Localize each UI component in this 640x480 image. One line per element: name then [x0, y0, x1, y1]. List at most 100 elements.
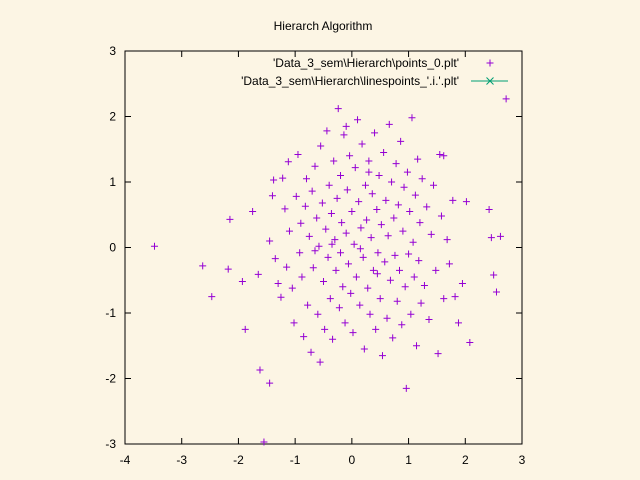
y-axis-ticks: -3 -2 -1 0 1 2 3 — [105, 44, 522, 451]
data-point — [373, 270, 381, 278]
data-point — [416, 219, 424, 227]
data-point — [266, 237, 274, 245]
data-point — [284, 158, 292, 166]
data-point — [409, 238, 417, 246]
data-point — [434, 350, 442, 358]
data-point — [325, 181, 333, 189]
data-point — [320, 278, 327, 286]
data-point — [437, 212, 445, 220]
data-point — [402, 384, 410, 392]
data-point — [381, 258, 389, 266]
data-point — [355, 198, 363, 206]
data-point — [315, 242, 323, 250]
data-point — [462, 198, 470, 206]
data-point — [399, 227, 407, 235]
x-tick-label: -3 — [176, 453, 187, 467]
data-point — [367, 234, 375, 242]
data-point — [377, 221, 385, 229]
data-point — [290, 319, 298, 327]
plot-frame — [124, 50, 523, 445]
data-point — [391, 251, 399, 259]
data-point — [430, 181, 438, 189]
chart-title: Hierarch Algorithm — [274, 19, 373, 33]
data-point — [334, 105, 342, 113]
data-point — [317, 142, 325, 150]
data-point — [384, 232, 392, 240]
data-point — [432, 266, 440, 274]
y-tick-label: -1 — [105, 306, 116, 320]
data-point — [328, 240, 336, 248]
data-point — [386, 276, 394, 284]
data-point — [372, 325, 380, 333]
data-point — [368, 190, 376, 198]
data-point — [363, 216, 371, 224]
data-point — [199, 262, 207, 270]
data-point — [342, 122, 350, 130]
data-point — [347, 289, 355, 297]
data-point — [316, 358, 324, 366]
data-point — [150, 242, 158, 250]
data-point — [394, 201, 402, 209]
data-point — [335, 304, 343, 312]
data-point — [301, 202, 309, 210]
data-point — [443, 236, 451, 244]
data-point — [311, 162, 319, 170]
data-point — [393, 297, 401, 305]
data-point — [313, 214, 321, 222]
data-point — [378, 352, 386, 360]
data-point — [279, 174, 287, 182]
data-point — [385, 120, 393, 128]
data-point — [445, 260, 453, 268]
data-point — [383, 314, 391, 322]
data-point — [350, 240, 358, 248]
legend-plus-marker — [486, 59, 494, 67]
data-point — [340, 131, 348, 139]
data-point — [427, 230, 435, 238]
data-point — [414, 155, 422, 163]
data-point — [357, 224, 365, 232]
data-point — [406, 207, 414, 215]
data-point — [360, 345, 368, 353]
data-point — [351, 164, 359, 172]
data-point — [326, 295, 334, 303]
data-point — [256, 366, 264, 374]
data-point — [356, 301, 364, 309]
data-point — [364, 284, 372, 292]
data-point — [440, 152, 448, 160]
data-point — [281, 205, 289, 213]
data-point — [208, 293, 216, 301]
data-point — [398, 321, 406, 329]
data-point — [327, 209, 335, 217]
data-point — [365, 157, 373, 165]
data-point — [376, 295, 384, 303]
data-point — [418, 175, 426, 183]
y-tick-label: -3 — [105, 437, 116, 451]
data-point — [297, 219, 305, 227]
data-point — [298, 273, 306, 281]
legend-label-linespoints: 'Data_3_sem\Hierarch\linespoints_'.i.'.p… — [241, 74, 459, 88]
data-point — [388, 178, 396, 186]
data-point — [283, 263, 291, 271]
data-point — [502, 95, 510, 103]
data-point — [304, 301, 312, 309]
data-point — [330, 157, 338, 165]
data-point — [226, 215, 234, 223]
data-point — [487, 234, 495, 242]
data-point — [382, 196, 390, 204]
data-point — [420, 281, 428, 289]
data-point — [339, 283, 347, 291]
data-point — [300, 333, 308, 341]
data-point — [305, 232, 313, 240]
data-point — [359, 253, 367, 261]
data-point — [268, 192, 276, 200]
data-point — [410, 273, 418, 281]
data-point — [337, 249, 345, 257]
data-point — [436, 150, 444, 158]
data-point — [408, 114, 416, 122]
data-point — [324, 253, 332, 261]
data-point — [403, 168, 411, 176]
y-tick-label: -2 — [105, 372, 116, 386]
x-tick-label: 2 — [462, 453, 469, 467]
data-point — [288, 284, 296, 292]
